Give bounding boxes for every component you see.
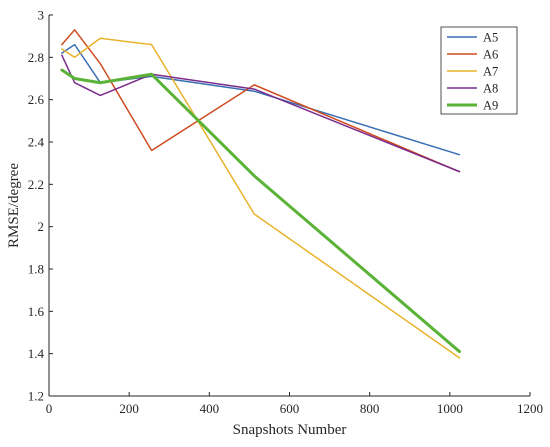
y-tick-label: 1.6 — [28, 304, 45, 319]
y-tick-label: 1.4 — [28, 346, 45, 361]
legend-label-a8: A8 — [483, 82, 498, 96]
y-axis-ticks: 1.2 1.4 1.6 1.8 2 2.2 2.4 2.6 2.8 3 — [28, 8, 53, 404]
y-tick-label: 2.8 — [28, 50, 44, 65]
series-lines — [60, 29, 461, 359]
x-tick-label: 1000 — [437, 401, 463, 416]
x-tick-label: 400 — [200, 401, 220, 416]
legend-label-a5: A5 — [483, 31, 498, 45]
legend-label-a9: A9 — [483, 99, 498, 113]
y-tick-label: 2.6 — [28, 92, 45, 107]
legend-label-a7: A7 — [483, 65, 498, 79]
y-tick-label: 3 — [38, 8, 45, 23]
series-line-a9 — [60, 68, 461, 354]
y-tick-label: 2.4 — [28, 135, 45, 150]
y-tick-label: 1.8 — [28, 262, 44, 277]
x-tick-label: 1200 — [517, 401, 543, 416]
x-tick-label: 200 — [119, 401, 139, 416]
legend: A5 A6 A7 A8 A9 — [440, 26, 518, 115]
series-line-a6 — [61, 29, 461, 173]
x-axis-ticks: 0 200 400 600 800 1000 1200 — [46, 392, 543, 416]
x-tick-label: 800 — [360, 401, 380, 416]
x-tick-label: 0 — [46, 401, 53, 416]
y-tick-label: 1.2 — [28, 389, 44, 404]
y-axis-title: RMSE/degree — [6, 163, 22, 248]
legend-label-a6: A6 — [483, 48, 498, 62]
y-tick-label: 2 — [38, 219, 45, 234]
y-tick-label: 2.2 — [28, 177, 44, 192]
series-line-a7 — [61, 37, 461, 359]
x-tick-label: 600 — [280, 401, 300, 416]
x-axis-title: Snapshots Number — [233, 422, 347, 438]
